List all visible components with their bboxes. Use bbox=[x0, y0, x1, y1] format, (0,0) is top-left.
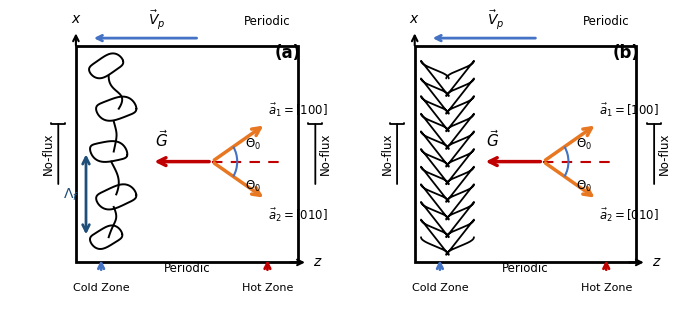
Text: No-flux: No-flux bbox=[658, 133, 671, 175]
Text: $\vec{a}_1 = [100]$: $\vec{a}_1 = [100]$ bbox=[599, 102, 660, 119]
Text: $\vec{V}_p$: $\vec{V}_p$ bbox=[486, 8, 504, 31]
Text: $\Theta_0$: $\Theta_0$ bbox=[576, 179, 592, 194]
Text: No-flux: No-flux bbox=[380, 133, 393, 175]
Text: $\vec{G}$: $\vec{G}$ bbox=[486, 129, 499, 150]
Text: $x$: $x$ bbox=[71, 11, 82, 26]
Text: $\Lambda_f$: $\Lambda_f$ bbox=[64, 186, 79, 203]
Text: $\vec{V}_p$: $\vec{V}_p$ bbox=[148, 8, 165, 31]
Text: $x$: $x$ bbox=[410, 11, 420, 26]
Text: Hot Zone: Hot Zone bbox=[581, 283, 632, 293]
Text: $z$: $z$ bbox=[313, 256, 323, 270]
Text: No-flux: No-flux bbox=[319, 133, 332, 175]
Text: $z$: $z$ bbox=[651, 256, 661, 270]
Text: $\vec{a}_2 = [010]$: $\vec{a}_2 = [010]$ bbox=[269, 207, 328, 224]
Bar bbox=[76, 46, 298, 263]
Text: (a): (a) bbox=[275, 44, 301, 62]
Text: No-flux: No-flux bbox=[42, 133, 55, 175]
Text: (b): (b) bbox=[613, 44, 640, 62]
Text: Hot Zone: Hot Zone bbox=[242, 283, 293, 293]
Text: Cold Zone: Cold Zone bbox=[412, 283, 469, 293]
Text: Periodic: Periodic bbox=[164, 262, 210, 275]
Bar bbox=[414, 46, 636, 263]
Text: Periodic: Periodic bbox=[583, 15, 630, 28]
Text: $\Theta_0$: $\Theta_0$ bbox=[245, 179, 261, 194]
Text: $\Theta_0$: $\Theta_0$ bbox=[576, 137, 592, 152]
Text: Cold Zone: Cold Zone bbox=[73, 283, 129, 293]
Text: $\vec{a}_2 = [010]$: $\vec{a}_2 = [010]$ bbox=[599, 207, 660, 224]
Text: $\Theta_0$: $\Theta_0$ bbox=[245, 137, 261, 152]
Text: $\vec{a}_1 = [100]$: $\vec{a}_1 = [100]$ bbox=[269, 102, 328, 119]
Text: Periodic: Periodic bbox=[502, 262, 549, 275]
Text: Periodic: Periodic bbox=[244, 15, 290, 28]
Text: $\vec{G}$: $\vec{G}$ bbox=[155, 129, 168, 150]
